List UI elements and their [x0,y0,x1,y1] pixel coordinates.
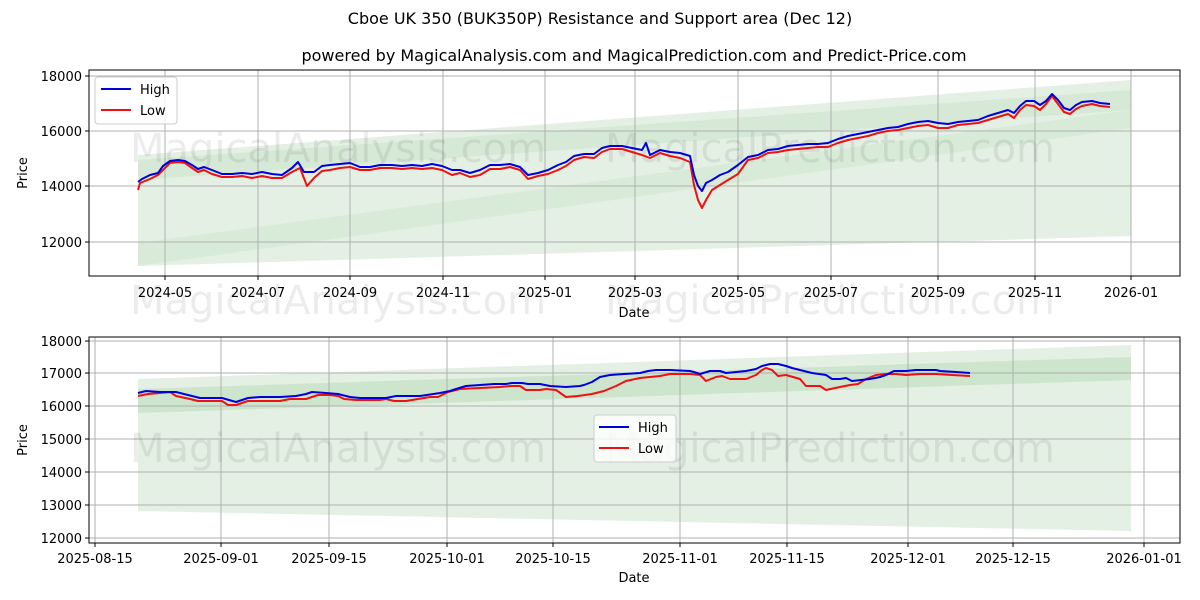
bottom-ytick: 13000 [41,499,82,514]
top-legend: High Low [94,76,178,125]
top-xtick: 2025-07 [804,286,858,301]
legend-high-label: High [638,421,668,436]
top-chart: MagicalAnalysis.com MagicalPrediction.co… [16,69,1181,324]
top-y-axis-label: Price [16,157,31,189]
top-xtick: 2025-03 [608,286,662,301]
bottom-y-axis-label: Price [16,424,31,456]
legend-low-label: Low [638,442,664,457]
top-x-ticks: 2024-05 2024-07 2024-09 2024-11 2025-01 … [138,276,1158,301]
watermark-analysis-3: MagicalAnalysis.com [130,426,546,472]
bottom-xtick: 2026-01-01 [1106,552,1182,567]
chart-title: Cboe UK 350 (BUK350P) Resistance and Sup… [347,9,853,28]
bottom-xtick: 2025-10-01 [409,552,485,567]
top-xtick: 2024-11 [416,286,470,301]
top-xtick: 2025-09 [911,286,965,301]
legend-low-label: Low [140,104,166,119]
bottom-ytick: 16000 [41,400,82,415]
bottom-ytick: 18000 [41,335,82,350]
bottom-xtick: 2025-11-15 [749,552,825,567]
top-y-ticks: 18000 16000 14000 12000 [41,70,89,251]
top-xtick: 2025-11 [1008,286,1062,301]
legend-high-label: High [140,83,170,98]
bottom-low-line [137,367,971,406]
watermark-prediction: MagicalPrediction.com [605,126,1055,172]
bottom-axes-frame [88,336,1181,544]
top-xtick: 2026-01 [1104,286,1158,301]
top-xtick: 2024-05 [138,286,192,301]
bottom-xtick: 2025-12-15 [975,552,1051,567]
top-xtick: 2025-05 [711,286,765,301]
top-ytick: 18000 [41,70,82,85]
bottom-xtick: 2025-09-01 [183,552,259,567]
bottom-x-ticks: 2025-08-15 2025-09-01 2025-09-15 2025-10… [57,543,1182,567]
bottom-chart: MagicalAnalysis.com MagicalPrediction.co… [16,335,1182,586]
bottom-xtick: 2025-10-15 [515,552,591,567]
bottom-ytick: 14000 [41,466,82,481]
top-high-line [137,93,1111,192]
top-grid [89,70,1180,276]
bottom-xtick: 2025-12-01 [870,552,946,567]
bottom-ytick: 17000 [41,367,82,382]
top-xtick: 2024-09 [323,286,377,301]
watermark-prediction-3: MagicalPrediction.com [605,426,1055,472]
bottom-ytick: 15000 [41,433,82,448]
top-ytick: 12000 [41,236,82,251]
bottom-xtick: 2025-08-15 [57,552,133,567]
bottom-high-line [137,363,971,403]
top-xtick: 2024-07 [231,286,285,301]
bottom-ytick: 12000 [41,532,82,547]
bottom-y-ticks: 18000 17000 16000 15000 14000 13000 1200… [41,335,89,547]
top-x-axis-label: Date [618,306,649,321]
bottom-x-axis-label: Date [618,571,649,586]
watermark-analysis-2: MagicalAnalysis.com [130,278,546,324]
bottom-xtick: 2025-11-01 [642,552,718,567]
bottom-xtick: 2025-09-15 [291,552,367,567]
chart-subtitle: powered by MagicalAnalysis.com and Magic… [301,46,967,65]
top-low-line [137,95,1111,209]
top-ytick: 14000 [41,180,82,195]
bottom-legend: High Low [593,414,677,463]
watermark-prediction-2: MagicalPrediction.com [605,278,1055,324]
top-ytick: 16000 [41,125,82,140]
top-xtick: 2025-01 [518,286,572,301]
